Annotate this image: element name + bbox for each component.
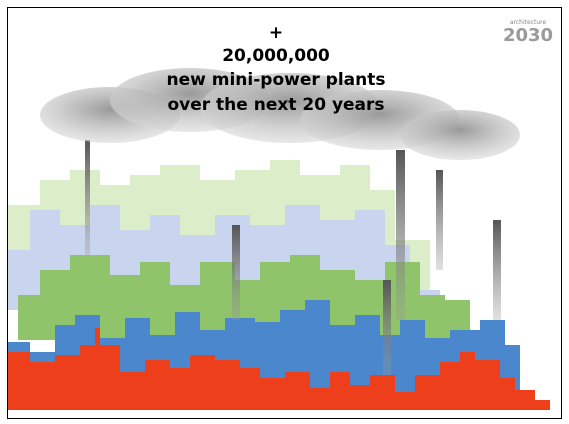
logo-big: 2030 (503, 25, 553, 46)
logo-small: architecture (510, 19, 547, 26)
headline-line: new mini-power plants (167, 70, 386, 90)
headline-line: 20,000,000 (222, 46, 330, 66)
smoke-plume (232, 225, 240, 320)
skyline-red (8, 328, 550, 410)
smoke-plume (85, 140, 90, 255)
headline-line: over the next 20 years (167, 95, 384, 115)
smoke-plume (396, 150, 405, 320)
slide-frame (7, 7, 562, 419)
smoke-plume (383, 280, 391, 375)
smoke-plume (493, 220, 501, 320)
headline-line: + (269, 23, 283, 43)
smoke-cloud (40, 68, 520, 160)
smoke-plume (436, 170, 443, 270)
